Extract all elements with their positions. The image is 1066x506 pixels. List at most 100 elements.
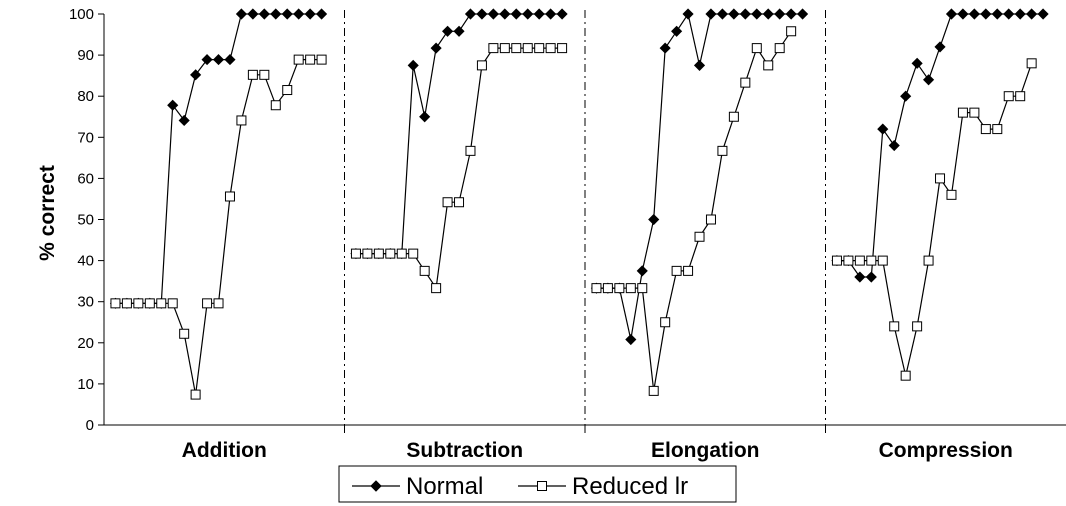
point-normal — [235, 8, 247, 20]
point-reduced-lr — [877, 255, 888, 266]
point-reduced-lr — [133, 298, 144, 309]
legend: Normal Reduced lr — [338, 465, 737, 503]
point-reduced-lr — [224, 191, 235, 202]
point-reduced-lr — [293, 54, 304, 65]
point-normal — [167, 99, 179, 111]
point-reduced-lr — [625, 283, 636, 294]
point-reduced-lr — [156, 298, 167, 309]
point-normal — [774, 8, 786, 20]
point-normal — [991, 8, 1003, 20]
point-reduced-lr — [843, 255, 854, 266]
point-normal — [464, 8, 477, 20]
point-reduced-lr — [259, 69, 270, 80]
point-reduced-lr — [751, 43, 762, 54]
point-reduced-lr — [396, 248, 407, 259]
point-reduced-lr — [488, 43, 499, 54]
point-normal — [533, 8, 545, 20]
point-reduced-lr — [831, 255, 842, 266]
point-reduced-lr — [637, 283, 648, 294]
y-tick-label: 40 — [77, 253, 94, 270]
point-reduced-lr — [992, 124, 1003, 135]
point-reduced-lr — [373, 248, 384, 259]
y-tick-label: 60 — [77, 170, 94, 187]
point-reduced-lr — [1003, 91, 1014, 102]
point-normal — [923, 74, 935, 86]
point-reduced-lr — [534, 43, 545, 54]
point-reduced-lr — [671, 265, 682, 276]
point-reduced-lr — [305, 54, 316, 65]
point-normal — [224, 54, 236, 66]
point-normal — [201, 54, 213, 66]
point-reduced-lr — [1026, 58, 1037, 69]
point-normal — [888, 139, 900, 152]
point-reduced-lr — [350, 248, 361, 259]
point-normal — [304, 8, 316, 20]
point-normal — [453, 25, 465, 37]
point-normal — [693, 59, 706, 71]
y-axis-label: % correct — [36, 165, 59, 261]
legend-label-normal: Normal — [406, 473, 483, 500]
point-reduced-lr — [763, 60, 774, 71]
point-normal — [293, 8, 305, 20]
point-reduced-lr — [969, 107, 980, 118]
point-normal — [854, 271, 866, 283]
category-label: Elongation — [651, 439, 760, 462]
point-reduced-lr — [602, 283, 613, 294]
point-normal — [430, 42, 442, 54]
point-normal — [865, 271, 877, 283]
y-tick-label: 20 — [77, 335, 94, 352]
point-reduced-lr — [247, 69, 258, 80]
point-normal — [281, 8, 293, 20]
point-reduced-lr — [408, 248, 419, 259]
point-normal — [659, 42, 671, 54]
point-normal — [1003, 8, 1015, 20]
point-reduced-lr — [110, 298, 121, 309]
series-line-normal — [837, 13, 1044, 278]
point-reduced-lr — [419, 265, 430, 276]
legend-marker-reduced-lr — [537, 481, 547, 491]
series-line-reduced-lr — [115, 59, 322, 395]
point-reduced-lr — [774, 43, 785, 54]
point-reduced-lr — [900, 370, 911, 381]
point-reduced-lr — [282, 85, 293, 96]
point-reduced-lr — [522, 43, 533, 54]
point-normal — [247, 8, 259, 20]
point-normal — [705, 8, 717, 20]
point-normal — [476, 8, 488, 20]
point-normal — [1037, 8, 1049, 20]
series-line-reduced-lr — [596, 30, 792, 391]
point-normal — [487, 8, 499, 20]
y-tick-label: 10 — [77, 376, 94, 393]
point-normal — [1026, 8, 1038, 20]
y-tick-label: 50 — [77, 212, 94, 229]
point-normal — [270, 8, 282, 20]
point-reduced-lr — [167, 298, 178, 309]
point-reduced-lr — [980, 124, 991, 135]
y-tick-label: 100 — [69, 6, 94, 23]
point-reduced-lr — [465, 145, 476, 156]
point-reduced-lr — [213, 298, 224, 309]
point-normal — [900, 90, 912, 102]
point-reduced-lr — [866, 255, 877, 266]
series-line-reduced-lr — [837, 63, 1033, 376]
point-reduced-lr — [912, 321, 923, 332]
point-reduced-lr — [614, 283, 625, 294]
point-normal — [877, 123, 889, 135]
legend-label-reduced-lr: Reduced lr — [572, 473, 688, 500]
point-normal — [728, 8, 740, 20]
point-normal — [980, 8, 992, 20]
category-label: Subtraction — [406, 439, 523, 462]
point-reduced-lr — [957, 107, 968, 118]
point-reduced-lr — [1015, 91, 1026, 102]
point-normal — [258, 8, 270, 20]
y-tick-label: 80 — [77, 88, 94, 105]
point-normal — [442, 25, 454, 37]
point-reduced-lr — [476, 60, 487, 71]
y-tick-label: 90 — [77, 47, 94, 64]
series-group — [109, 8, 1049, 400]
point-normal — [797, 8, 809, 20]
point-normal — [419, 111, 431, 123]
point-reduced-lr — [316, 54, 327, 65]
point-normal — [671, 25, 683, 37]
